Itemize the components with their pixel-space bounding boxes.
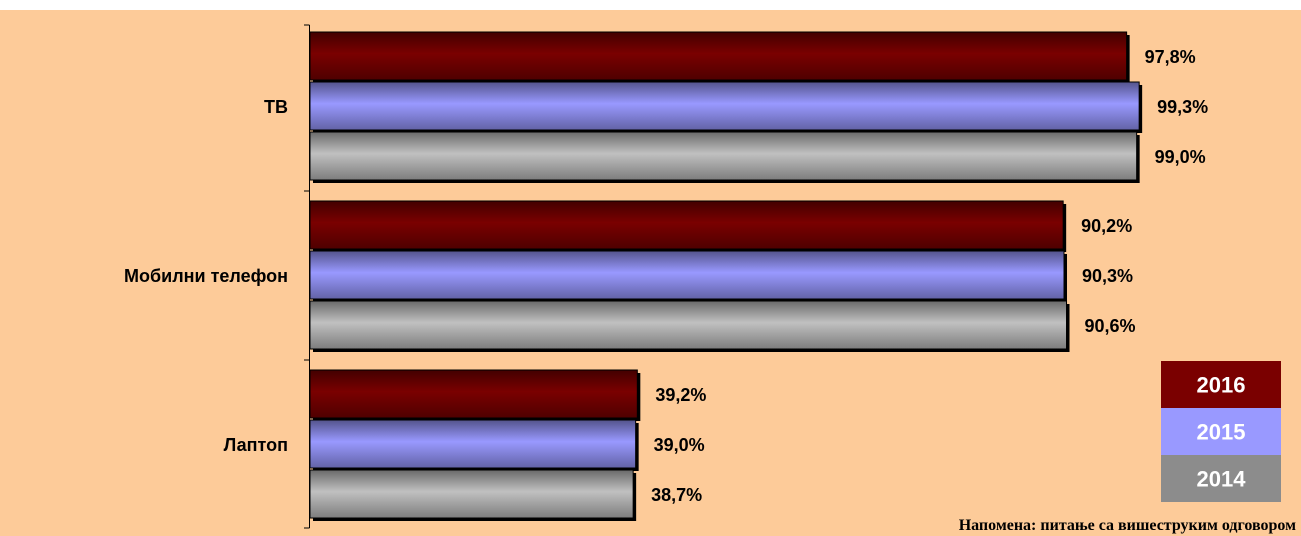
legend-label: 2015 [1197,420,1246,445]
data-label: 90,6% [1085,316,1136,336]
bar-2014 [309,300,1068,350]
bar-2014 [309,131,1138,181]
bar-2014 [309,469,634,519]
category-axis [304,24,310,529]
bar-2015 [309,250,1065,300]
legend: 2016 2015 2014 [1161,361,1281,502]
bar-2015 [309,81,1140,131]
bar-2015 [309,419,637,469]
data-label: 39,2% [655,385,706,405]
bar-2016 [309,31,1128,81]
category-label: Мобилни телефон [124,266,288,286]
data-label: 39,0% [654,435,705,455]
legend-label: 2014 [1197,467,1247,492]
bars-layer [309,31,1143,521]
legend-swatch-2016 [1161,361,1281,408]
legend-swatch-2014 [1161,455,1281,502]
data-label: 99,0% [1155,147,1206,167]
legend-label: 2016 [1197,373,1246,398]
data-label: 38,7% [651,485,702,505]
category-label: ТВ [264,97,288,117]
data-label: 90,3% [1082,266,1133,286]
data-label: 99,3% [1157,97,1208,117]
labels-layer: ТВ 97,8% 99,3% 99,0% Мобилни телефон 90,2% 90,… [124,47,1208,505]
bar-2016 [309,200,1064,250]
data-label: 90,2% [1081,216,1132,236]
data-label: 97,8% [1145,47,1196,67]
bar-2016 [309,369,638,419]
legend-swatch-2015 [1161,408,1281,455]
footnote: Напомена: питање са вишеструким одговоро… [959,517,1296,534]
category-label: Лаптоп [224,435,288,455]
